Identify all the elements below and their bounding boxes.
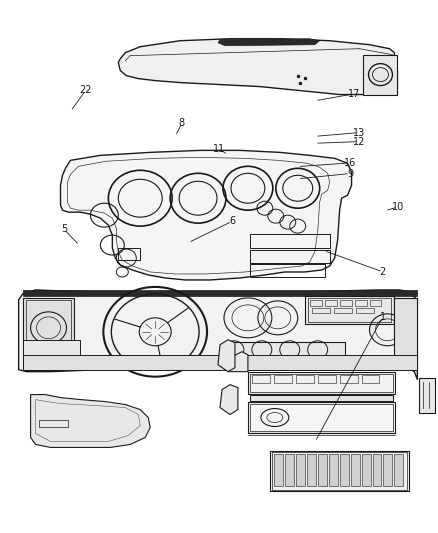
Bar: [325, 300, 337, 306]
Bar: [296, 455, 305, 486]
Bar: [39, 419, 68, 427]
Polygon shape: [228, 352, 248, 372]
Bar: [339, 455, 349, 486]
Bar: [274, 455, 283, 486]
Bar: [23, 290, 417, 296]
Bar: [363, 55, 397, 94]
Text: 12: 12: [353, 136, 365, 147]
Bar: [334, 308, 352, 313]
Bar: [370, 300, 381, 306]
Bar: [250, 403, 393, 432]
Bar: [250, 394, 393, 401]
Bar: [250, 250, 330, 263]
Bar: [274, 375, 292, 383]
Polygon shape: [19, 290, 417, 379]
Bar: [305, 296, 395, 324]
Text: 17: 17: [348, 89, 360, 99]
Text: 16: 16: [344, 158, 356, 168]
Bar: [272, 453, 407, 490]
Bar: [118, 248, 140, 260]
Polygon shape: [60, 150, 352, 280]
Bar: [328, 455, 338, 486]
Bar: [356, 308, 374, 313]
Text: 13: 13: [353, 127, 365, 138]
Bar: [270, 451, 410, 491]
Bar: [250, 264, 325, 277]
Text: 8: 8: [179, 118, 185, 128]
Bar: [372, 455, 381, 486]
Polygon shape: [218, 39, 320, 46]
Bar: [419, 378, 435, 413]
Bar: [250, 374, 393, 392]
Bar: [250, 234, 330, 248]
Bar: [25, 300, 71, 358]
Bar: [225, 342, 345, 358]
Bar: [252, 375, 270, 383]
Bar: [318, 455, 327, 486]
Bar: [361, 375, 379, 383]
Text: 2: 2: [380, 267, 386, 277]
Text: 11: 11: [213, 143, 225, 154]
Bar: [285, 455, 294, 486]
Bar: [23, 340, 81, 370]
Text: 5: 5: [61, 224, 67, 235]
Polygon shape: [118, 39, 397, 94]
Bar: [355, 300, 367, 306]
Bar: [395, 298, 417, 368]
Bar: [361, 455, 371, 486]
Bar: [248, 401, 396, 433]
Text: 6: 6: [229, 216, 235, 227]
Text: 10: 10: [392, 202, 404, 212]
Text: 22: 22: [80, 85, 92, 95]
Bar: [339, 375, 357, 383]
Bar: [307, 455, 316, 486]
Polygon shape: [218, 340, 235, 372]
Bar: [296, 375, 314, 383]
Bar: [339, 300, 352, 306]
Bar: [248, 372, 396, 393]
Polygon shape: [31, 394, 150, 447]
Text: 1: 1: [380, 312, 386, 322]
Bar: [312, 308, 330, 313]
Bar: [310, 300, 321, 306]
Bar: [350, 455, 360, 486]
Text: 9: 9: [347, 168, 353, 179]
Bar: [318, 375, 336, 383]
Bar: [23, 355, 417, 370]
Bar: [308, 298, 392, 322]
Bar: [384, 455, 392, 486]
Polygon shape: [220, 385, 238, 415]
Bar: [395, 455, 403, 486]
Bar: [23, 298, 74, 362]
